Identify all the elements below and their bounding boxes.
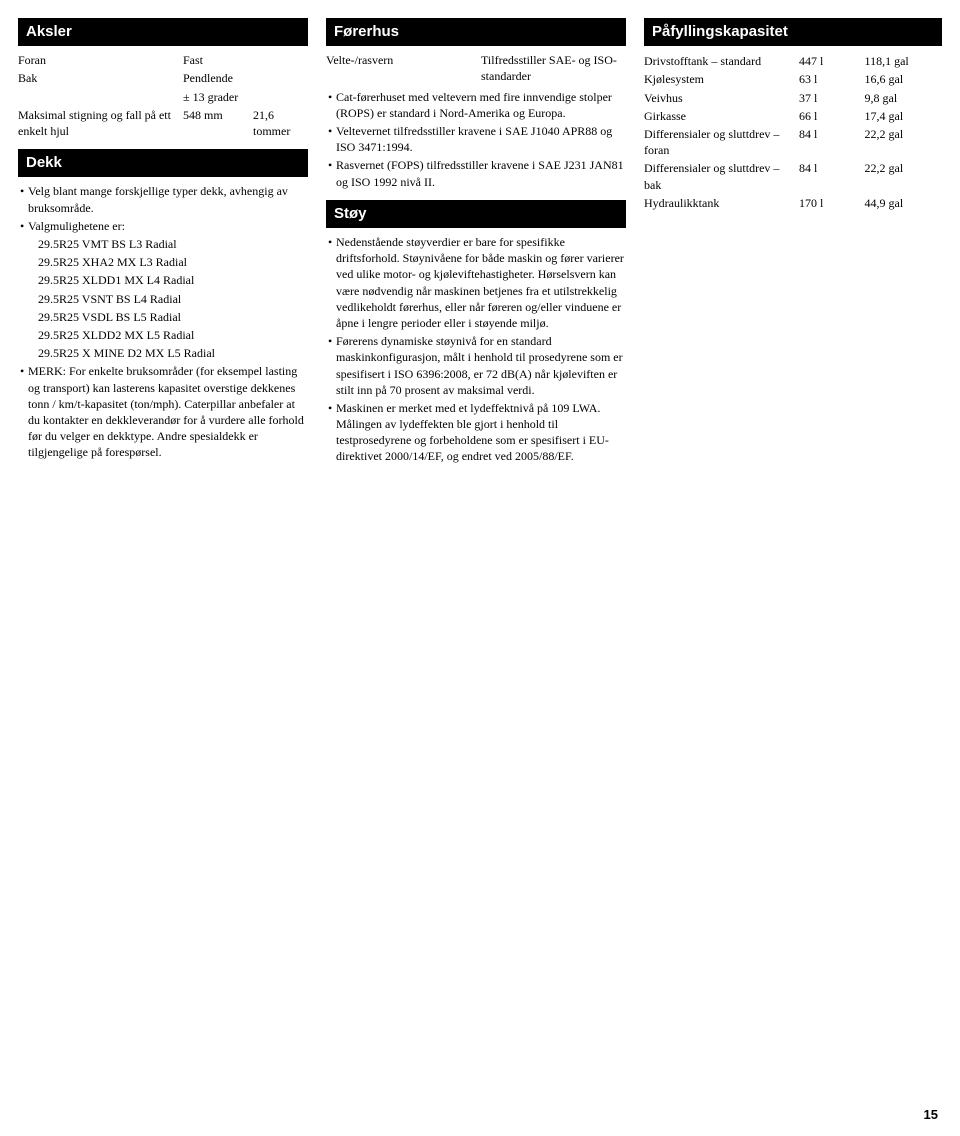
list-item: 29.5R25 VMT BS L3 Radial — [38, 236, 308, 252]
cap-label: Girkasse — [644, 107, 799, 125]
list-item: MERK: For enkelte bruksområder (for ekse… — [18, 363, 308, 460]
table-row: Differensialer og sluttdrev – foran 84 l… — [644, 125, 942, 159]
list-item: 29.5R25 XHA2 MX L3 Radial — [38, 254, 308, 270]
list-item: Velg blant mange forskjellige typer dekk… — [18, 183, 308, 215]
list-item: Veltevernet tilfredsstiller kravene i SA… — [326, 123, 626, 155]
list-item: 29.5R25 VSDL BS L5 Radial — [38, 309, 308, 325]
list-item: 29.5R25 VSNT BS L4 Radial — [38, 291, 308, 307]
cap-label: Kjølesystem — [644, 70, 799, 88]
cap-label: Drivstofftank – standard — [644, 52, 799, 70]
list-item: 29.5R25 X MINE D2 MX L5 Radial — [38, 345, 308, 361]
cap-value: 63 l — [799, 70, 865, 88]
table-row: Drivstofftank – standard 447 l 118,1 gal — [644, 52, 942, 70]
spec-label: Foran — [18, 52, 183, 68]
list-item: Valgmulighetene er: 29.5R25 VMT BS L3 Ra… — [18, 218, 308, 362]
section-header-aksler: Aksler — [18, 18, 308, 46]
list-item: Cat-førerhuset med veltevern med fire in… — [326, 89, 626, 121]
section-header-stoy: Støy — [326, 200, 626, 228]
cap-value: 37 l — [799, 89, 865, 107]
spec-row: Bak Pendlende — [18, 70, 308, 86]
cap-value: 84 l — [799, 125, 865, 159]
table-row: Kjølesystem 63 l 16,6 gal — [644, 70, 942, 88]
dekk-options: 29.5R25 VMT BS L3 Radial 29.5R25 XHA2 MX… — [28, 236, 308, 361]
spec-value — [253, 70, 308, 86]
forerhus-list: Cat-førerhuset med veltevern med fire in… — [326, 89, 626, 190]
dekk-intro: Velg blant mange forskjellige typer dekk… — [28, 184, 288, 214]
dekk-options-label: Valgmulighetene er: — [28, 219, 125, 233]
aksler-table: Foran Fast Bak Pendlende ± 13 grader Mak… — [18, 52, 308, 139]
spec-row: Foran Fast — [18, 52, 308, 68]
dekk-note: MERK: For enkelte bruksområder (for ekse… — [28, 364, 304, 459]
spec-row: ± 13 grader — [18, 89, 308, 105]
list-item: Rasvernet (FOPS) tilfredsstiller kravene… — [326, 157, 626, 189]
spec-row: Maksimal stigning og fall på ett enkelt … — [18, 107, 308, 139]
column-2: Førerhus Velte-/rasvern Tilfredsstiller … — [326, 18, 626, 475]
cap-label: Differensialer og sluttdrev – bak — [644, 159, 799, 193]
list-item: Nedenstående støyverdier er bare for spe… — [326, 234, 626, 331]
spec-label: Velte-/rasvern — [326, 52, 471, 84]
spec-label: Bak — [18, 70, 183, 86]
spec-value — [253, 52, 308, 68]
table-row: Differensialer og sluttdrev – bak 84 l 2… — [644, 159, 942, 193]
page-number: 15 — [924, 1106, 938, 1124]
spec-label — [18, 89, 183, 105]
spec-value: 21,6 tommer — [253, 107, 308, 139]
page-columns: Aksler Foran Fast Bak Pendlende ± 13 gra… — [18, 18, 942, 475]
cap-value: 44,9 gal — [865, 194, 942, 212]
table-row: Hydraulikktank 170 l 44,9 gal — [644, 194, 942, 212]
cap-value: 22,2 gal — [865, 125, 942, 159]
spec-value: Tilfredsstiller SAE- og ISO-standarder — [481, 52, 626, 84]
cap-label: Hydraulikktank — [644, 194, 799, 212]
cap-label: Differensialer og sluttdrev – foran — [644, 125, 799, 159]
cap-value: 118,1 gal — [865, 52, 942, 70]
cap-value: 22,2 gal — [865, 159, 942, 193]
spec-value: ± 13 grader — [183, 89, 253, 105]
column-1: Aksler Foran Fast Bak Pendlende ± 13 gra… — [18, 18, 308, 475]
forerhus-row: Velte-/rasvern Tilfredsstiller SAE- og I… — [326, 52, 626, 84]
table-row: Girkasse 66 l 17,4 gal — [644, 107, 942, 125]
list-item: 29.5R25 XLDD1 MX L4 Radial — [38, 272, 308, 288]
section-header-dekk: Dekk — [18, 149, 308, 177]
section-header-capacity: Påfyllingskapasitet — [644, 18, 942, 46]
list-item: Førerens dynamiske støynivå for en stand… — [326, 333, 626, 398]
section-header-forerhus: Førerhus — [326, 18, 626, 46]
cap-value: 170 l — [799, 194, 865, 212]
cap-value: 17,4 gal — [865, 107, 942, 125]
cap-value: 447 l — [799, 52, 865, 70]
cap-label: Veivhus — [644, 89, 799, 107]
stoy-list: Nedenstående støyverdier er bare for spe… — [326, 234, 626, 465]
spec-value: Pendlende — [183, 70, 253, 86]
spec-label: Maksimal stigning og fall på ett enkelt … — [18, 107, 183, 139]
spec-value: 548 mm — [183, 107, 253, 139]
table-row: Veivhus 37 l 9,8 gal — [644, 89, 942, 107]
cap-value: 9,8 gal — [865, 89, 942, 107]
spec-value: Fast — [183, 52, 253, 68]
spec-value — [253, 89, 308, 105]
cap-value: 84 l — [799, 159, 865, 193]
column-3: Påfyllingskapasitet Drivstofftank – stan… — [644, 18, 942, 475]
list-item: Maskinen er merket med et lydeffektnivå … — [326, 400, 626, 465]
cap-value: 16,6 gal — [865, 70, 942, 88]
dekk-list: Velg blant mange forskjellige typer dekk… — [18, 183, 308, 460]
list-item: 29.5R25 XLDD2 MX L5 Radial — [38, 327, 308, 343]
capacity-table: Drivstofftank – standard 447 l 118,1 gal… — [644, 52, 942, 212]
cap-value: 66 l — [799, 107, 865, 125]
